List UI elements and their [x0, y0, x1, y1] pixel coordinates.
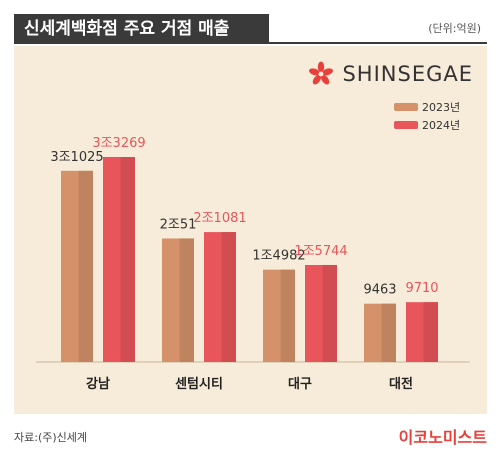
category-label-센텀시티: 센텀시티 [175, 376, 223, 392]
bar-shade-대구-2023년 [280, 269, 295, 362]
flower-icon [309, 61, 334, 85]
legend-item-2023: 2023년 [394, 98, 460, 116]
bar-shade-센텀시티-2023년 [179, 238, 194, 362]
logo-text: SHINSEGAE [342, 62, 473, 86]
legend-swatch-2023 [394, 103, 418, 111]
legend: 2023년 2024년 [394, 98, 460, 134]
bar-shade-대전-2023년 [381, 303, 396, 362]
category-label-대전: 대전 [389, 376, 413, 392]
data-label-강남-2024년: 3조3269 [92, 136, 145, 151]
shinsegae-logo: SHINSEGAE [308, 60, 473, 88]
data-label-대구-2024년: 1조5744 [294, 244, 347, 259]
legend-label-2024: 2024년 [422, 119, 461, 132]
data-label-강남-2023년: 3조1025 [50, 150, 103, 165]
chart-title: 신세계백화점 주요 거점 매출 [14, 14, 269, 44]
category-label-강남: 강남 [86, 376, 110, 392]
data-label-대전-2024년: 9710 [405, 281, 438, 296]
legend-label-2023: 2023년 [422, 101, 461, 114]
data-label-대구-2023년: 1조4982 [252, 249, 305, 264]
legend-item-2024: 2024년 [394, 116, 460, 134]
bar-shade-센텀시티-2024년 [221, 232, 236, 362]
bar-shade-강남-2023년 [78, 170, 93, 362]
category-label-대구: 대구 [288, 377, 312, 392]
data-label-대전-2023년: 9463 [363, 283, 396, 298]
bar-shade-대구-2024년 [322, 264, 337, 362]
bar-shade-강남-2024년 [120, 157, 135, 362]
legend-swatch-2024 [394, 121, 418, 129]
publisher-brand: 이코노미스트 [398, 428, 487, 447]
data-label-센텀시티-2023년: 2조51 [160, 217, 197, 232]
header-rule [269, 42, 487, 44]
source-note: 자료:(주)신세계 [14, 431, 88, 444]
bar-shade-대전-2024년 [423, 302, 438, 362]
chart-header: 신세계백화점 주요 거점 매출 (단위:억원) [14, 14, 487, 44]
data-label-센텀시티-2024년: 2조1081 [193, 211, 246, 226]
unit-label: (단위:억원) [428, 22, 481, 35]
